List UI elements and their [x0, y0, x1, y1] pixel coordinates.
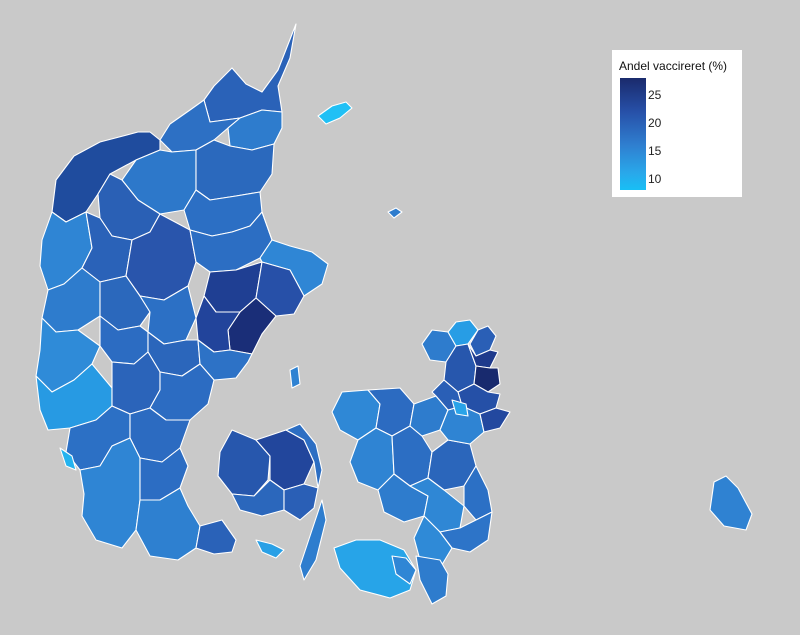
color-scale-legend: Andel vaccireret (%) 25 20 15 10 — [612, 50, 742, 197]
municipality-region[interactable] — [451, 399, 469, 417]
legend-tick-label: 15 — [648, 143, 662, 158]
municipality-region[interactable] — [415, 555, 449, 605]
municipality-region[interactable] — [283, 483, 319, 521]
municipality-region[interactable] — [51, 131, 161, 223]
legend-color-bar — [620, 78, 646, 190]
municipality-region[interactable] — [135, 487, 201, 561]
municipality-region[interactable] — [195, 139, 275, 201]
municipality-region[interactable] — [149, 363, 215, 421]
municipality-region[interactable] — [289, 365, 301, 389]
municipality-region[interactable] — [479, 407, 511, 433]
municipality-region[interactable] — [255, 539, 285, 559]
municipality-region[interactable] — [285, 423, 323, 489]
legend-tick-label: 10 — [648, 171, 662, 186]
municipality-region[interactable] — [387, 207, 403, 219]
municipality-region[interactable] — [59, 447, 77, 471]
municipality-region[interactable] — [259, 211, 329, 297]
municipality-region[interactable] — [299, 499, 327, 581]
municipality-region[interactable] — [333, 539, 417, 599]
municipality-region[interactable] — [195, 519, 237, 555]
municipality-region[interactable] — [203, 23, 297, 123]
municipality-region[interactable] — [439, 511, 493, 553]
municipality-region[interactable] — [317, 101, 353, 125]
legend-tick-label: 25 — [648, 87, 662, 102]
legend-tick-label: 20 — [648, 115, 662, 130]
municipality-region[interactable] — [121, 149, 197, 215]
municipality-region[interactable] — [709, 475, 753, 531]
municipality-region[interactable] — [391, 555, 417, 585]
legend-title: Andel vaccireret (%) — [619, 59, 728, 73]
